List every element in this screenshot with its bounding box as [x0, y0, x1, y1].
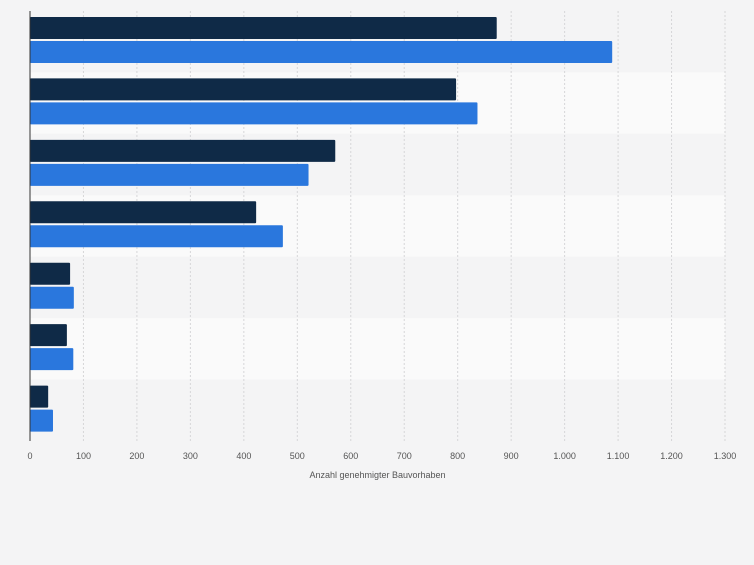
x-tick-label: 500: [290, 451, 305, 461]
x-tick-label: 1.100: [607, 451, 630, 461]
bar: [30, 225, 283, 248]
bar: [30, 409, 53, 432]
bar: [30, 286, 74, 309]
x-tick-labels: 0 100 200 300 400 500 600 700 800 900 1.000 1.100 1.…: [27, 451, 736, 461]
row-bands: [30, 11, 725, 441]
x-tick-label: 200: [129, 451, 144, 461]
x-tick-label: 400: [236, 451, 251, 461]
bar: [30, 17, 497, 39]
bar: [30, 163, 309, 186]
x-tick-label: 0: [27, 451, 32, 461]
bar: [30, 41, 613, 63]
x-tick-label: 1.200: [660, 451, 683, 461]
x-tick-label: 300: [183, 451, 198, 461]
bar: [30, 139, 336, 162]
row-band: [30, 318, 725, 380]
x-tick-label: 800: [450, 451, 465, 461]
bar: [30, 201, 257, 224]
row-band: [30, 379, 725, 441]
x-tick-label: 1.300: [714, 451, 737, 461]
x-tick-label: 1.000: [553, 451, 576, 461]
row-band: [30, 256, 725, 319]
x-tick-label: 600: [343, 451, 358, 461]
x-axis-label: Anzahl genehmigter Bauvorhaben: [309, 470, 445, 480]
x-tick-label: 900: [504, 451, 519, 461]
bar: [30, 385, 49, 408]
bar: [30, 348, 74, 371]
x-tick-label: 100: [76, 451, 91, 461]
bar: [30, 102, 478, 125]
bars: [30, 17, 613, 432]
x-tick-label: 700: [397, 451, 412, 461]
bar: [30, 324, 67, 347]
bar: [30, 262, 71, 285]
bar: [30, 78, 457, 101]
